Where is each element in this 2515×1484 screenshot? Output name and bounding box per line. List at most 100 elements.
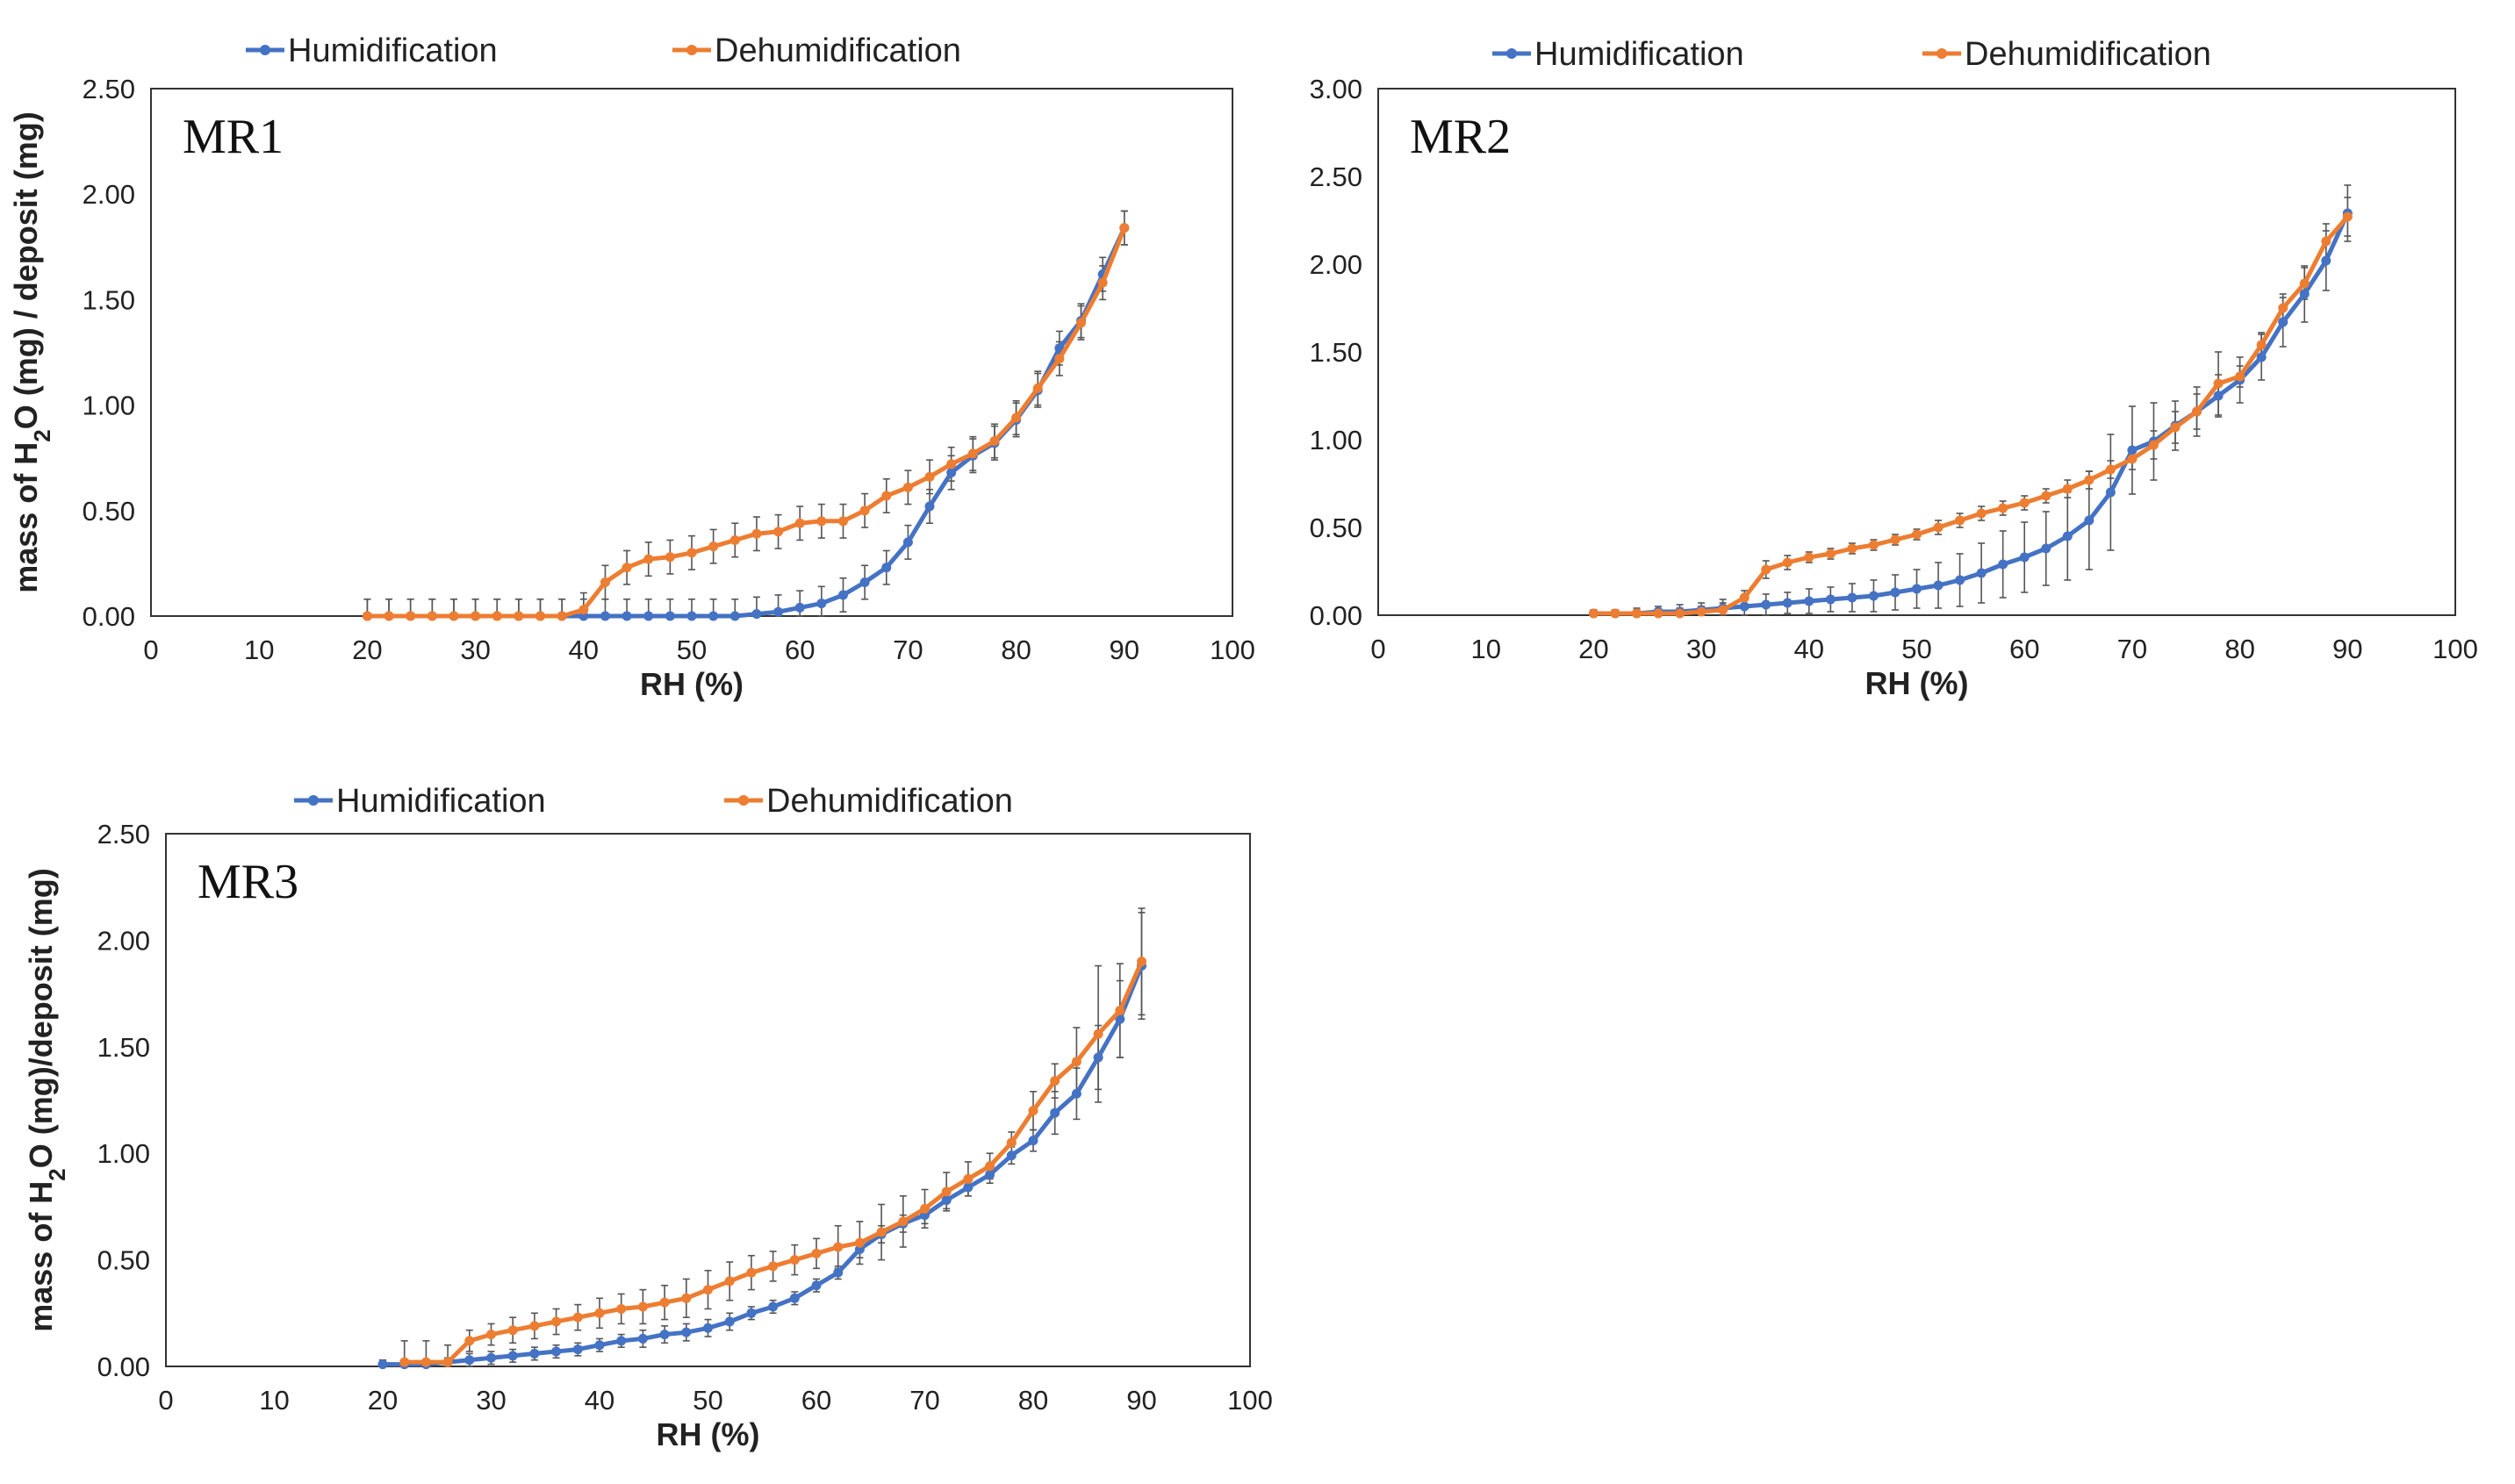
y-tick-label: 0.00 — [1310, 600, 1362, 631]
legend-label: Dehumidification — [766, 783, 1013, 820]
data-point — [2105, 487, 2116, 498]
data-point — [2148, 440, 2159, 450]
data-point — [1868, 540, 1879, 550]
data-point — [946, 468, 957, 478]
data-point — [1955, 575, 1965, 585]
data-point — [1933, 522, 1944, 533]
data-point — [2084, 475, 2095, 485]
data-point — [492, 611, 502, 621]
data-point — [2019, 498, 2030, 508]
legend-marker-humidification — [308, 795, 319, 806]
data-point — [751, 528, 762, 539]
data-point — [941, 1186, 952, 1197]
data-point — [1610, 608, 1620, 619]
data-point — [811, 1280, 822, 1291]
data-point — [1933, 580, 1944, 591]
data-point — [686, 611, 697, 621]
data-point — [637, 1333, 648, 1344]
data-point — [507, 1351, 518, 1361]
data-point — [2321, 236, 2332, 247]
data-point — [2127, 454, 2138, 464]
data-point — [902, 537, 913, 548]
data-point — [816, 599, 827, 609]
y-tick-label: 2.00 — [97, 925, 150, 956]
data-point — [703, 1323, 713, 1333]
x-tick-label: 60 — [801, 1385, 831, 1416]
chart-panel-mr2: 0.00 0.50 1.00 1.50 2.00 2.50 3.00 0 10 20 30 40 50 6… — [1310, 36, 2478, 701]
series-line — [367, 226, 1127, 619]
data-point — [551, 1316, 562, 1327]
y-tick-label: 2.50 — [83, 74, 135, 104]
data-point — [420, 1357, 431, 1367]
data-point — [768, 1261, 779, 1272]
series-humidification — [377, 961, 1146, 1370]
data-point — [486, 1352, 496, 1363]
data-point — [572, 1344, 583, 1355]
plot-frame — [165, 833, 1251, 1367]
data-point — [794, 602, 805, 613]
data-point — [2041, 491, 2052, 501]
data-point — [659, 1330, 670, 1340]
data-point — [1071, 1057, 1081, 1067]
data-point — [622, 563, 632, 573]
data-point — [681, 1293, 692, 1303]
data-point — [1028, 1136, 1038, 1146]
legend-label: Humidification — [1534, 36, 1744, 73]
data-point — [833, 1242, 844, 1252]
data-point — [924, 501, 935, 512]
data-point — [622, 611, 632, 621]
legend-marker-humidification — [1506, 48, 1517, 59]
y-axis-label-part: mass of H — [8, 442, 44, 593]
data-point — [1825, 548, 1836, 559]
y-tick-label: 0.00 — [83, 601, 135, 632]
data-point — [2299, 278, 2310, 289]
data-point — [898, 1216, 909, 1227]
data-point — [1739, 592, 1750, 603]
data-point — [1847, 543, 1858, 554]
data-point — [708, 541, 719, 552]
error-bars-dehumidification — [363, 210, 1128, 617]
data-point — [514, 611, 524, 621]
data-point — [1718, 605, 1728, 615]
legend-label: Dehumidification — [715, 32, 961, 69]
data-point — [637, 1301, 648, 1312]
x-tick-label: 100 — [2432, 634, 2478, 664]
data-point — [837, 590, 848, 600]
data-point — [859, 577, 870, 588]
chart-panel-mr3: 0.00 0.50 1.00 1.50 2.00 2.50 0 10 20 30 40 50 60 70 8… — [23, 783, 1273, 1452]
data-point — [708, 611, 719, 621]
data-point — [941, 1195, 952, 1206]
data-point — [529, 1348, 540, 1359]
data-point — [643, 611, 654, 621]
data-point — [2062, 484, 2073, 494]
data-point — [985, 1169, 995, 1179]
data-point — [572, 1312, 583, 1323]
panel-label: MR1 — [183, 110, 284, 164]
data-point — [1050, 1108, 1060, 1118]
data-point — [946, 459, 957, 470]
y-tick-label: 2.00 — [1310, 249, 1362, 280]
data-point — [876, 1227, 887, 1237]
y-axis-label-subscript: 2 — [29, 429, 55, 441]
x-axis-label: RH (%) — [640, 666, 744, 702]
y-tick-label: 1.00 — [1310, 425, 1362, 455]
data-point — [2321, 255, 2332, 266]
data-point — [2278, 303, 2289, 313]
data-point — [963, 1173, 974, 1184]
panel-label: MR2 — [1410, 110, 1511, 164]
data-point — [837, 516, 848, 527]
data-point — [816, 516, 827, 527]
chart-panel-mr1: 0.00 0.50 1.00 1.50 2.00 2.50 0 10 20 30 40 50 60 70 8… — [8, 32, 1255, 702]
data-point — [1071, 1088, 1081, 1099]
data-point — [449, 611, 459, 621]
data-point — [1912, 529, 1922, 540]
data-point — [859, 505, 870, 516]
data-point — [681, 1327, 692, 1337]
data-point — [746, 1267, 757, 1278]
data-point — [665, 611, 675, 621]
y-tick-label: 0.50 — [97, 1245, 150, 1276]
data-point — [729, 611, 740, 621]
data-point — [1054, 354, 1065, 364]
y-axis-label: mass of H2O (mg) / deposit (mg) — [8, 111, 55, 593]
data-point — [768, 1301, 779, 1312]
